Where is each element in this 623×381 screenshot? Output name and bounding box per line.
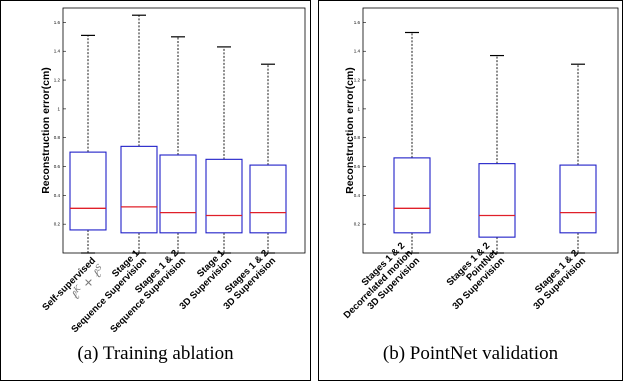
- box-iqr: [69, 151, 107, 231]
- y-tick-label: 0.4: [354, 193, 361, 198]
- y-tick-label: 1.2: [54, 78, 61, 83]
- box-iqr: [478, 163, 516, 238]
- y-tick-label: 0.2: [354, 222, 361, 227]
- y-tick-label: 0.4: [54, 193, 61, 198]
- y-tick-label: 1.6: [354, 20, 361, 25]
- y-tick-label: 1.6: [54, 20, 61, 25]
- box-iqr: [249, 164, 287, 234]
- box-iqr: [159, 154, 197, 234]
- y-axis-label: Reconstruction error(cm): [344, 67, 356, 194]
- y-tick-label: 1.4: [54, 49, 61, 54]
- y-tick-label: 0.6: [54, 164, 61, 169]
- y-axis-label: Reconstruction error(cm): [40, 67, 52, 194]
- caption-training-ablation: (a) Training ablation: [77, 343, 234, 364]
- x-category-line: Decorrelated motion: [342, 248, 415, 321]
- y-tick-label: 1: [57, 106, 60, 111]
- box-iqr: [559, 164, 597, 234]
- x-category-label: Stages 1 & 23D Supervision: [531, 248, 588, 312]
- y-tick-label: 1: [357, 106, 360, 111]
- formula-superscript: S: [94, 262, 105, 273]
- caption-pointnet-validation: (b) PointNet validation: [382, 343, 559, 364]
- y-tick-label: 1.4: [354, 49, 361, 54]
- y-tick-label: 1.2: [354, 78, 361, 83]
- y-tick-label: 0.6: [354, 164, 361, 169]
- box-iqr: [393, 157, 431, 234]
- y-tick-label: 0.8: [54, 135, 61, 140]
- box-iqr: [120, 145, 158, 234]
- box-iqr: [205, 158, 243, 234]
- y-tick-label: 0.8: [354, 135, 361, 140]
- y-tick-label: 0.2: [54, 222, 61, 227]
